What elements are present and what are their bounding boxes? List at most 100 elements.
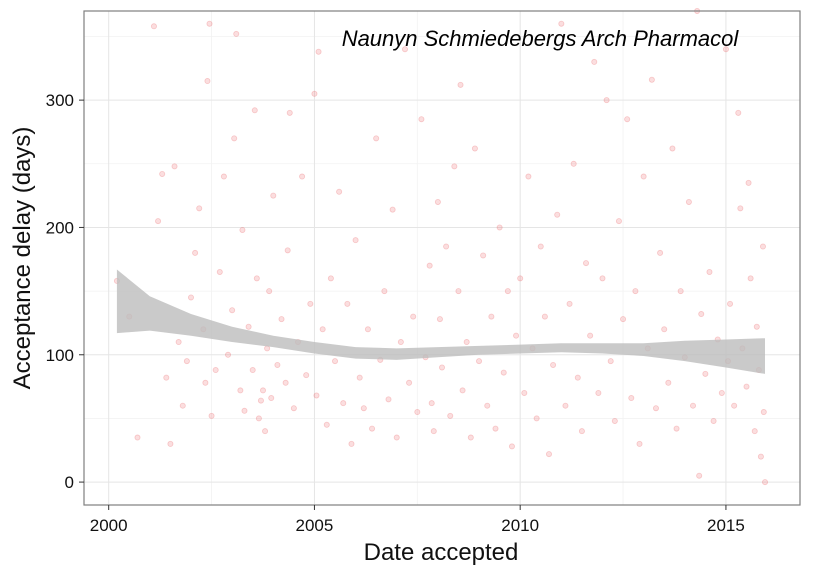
scatter-point [167, 440, 174, 447]
scatter-point [192, 249, 199, 256]
scatter-point [216, 269, 223, 276]
scatter-point [231, 135, 238, 142]
scatter-point [545, 451, 552, 458]
scatter-point [745, 179, 752, 186]
panel-border [83, 10, 801, 506]
scatter-point [418, 116, 425, 123]
y-tick-label: 100 [46, 346, 74, 365]
smooth-confidence-band [116, 269, 765, 374]
scatter-point [471, 145, 478, 152]
scatter-point [628, 395, 635, 402]
scatter-point [159, 170, 166, 177]
scatter-point [710, 417, 717, 424]
scatter-point [340, 400, 347, 407]
scatter-point [611, 417, 618, 424]
scatter-point [284, 247, 291, 254]
scatter-point [401, 46, 408, 53]
y-tick-label: 200 [46, 218, 74, 237]
scatter-point [175, 339, 182, 346]
scatter-point [673, 425, 680, 432]
scatter-point [632, 288, 639, 295]
scatter-point [517, 275, 524, 282]
scatter-point [640, 173, 647, 180]
scatter-point [290, 405, 297, 412]
scatter-point [336, 188, 343, 195]
scatter-point [455, 288, 462, 295]
scatter-point [566, 300, 573, 307]
scatter-point [459, 387, 466, 394]
scatter-point [352, 237, 359, 244]
scatter-point [212, 367, 219, 374]
scatter-point [208, 412, 215, 419]
x-axis: 2000 2005 2010 2015 [90, 505, 745, 535]
x-tick-label: 2005 [296, 516, 334, 535]
scatter-point [451, 163, 458, 170]
scatter-point [282, 379, 289, 386]
scatter-point [562, 402, 569, 409]
scatter-point [727, 300, 734, 307]
scatter-point [434, 198, 441, 205]
scatter-point [134, 434, 141, 441]
scatter-point [760, 409, 767, 416]
scatter-point [525, 173, 532, 180]
scatter-point [315, 48, 322, 55]
x-tick-label: 2010 [501, 516, 539, 535]
scatter-point [504, 288, 511, 295]
scatter-point [360, 405, 367, 412]
scatter-point [537, 243, 544, 250]
scatter-point [496, 224, 503, 231]
scatter-point [237, 387, 244, 394]
scatter-point [533, 415, 540, 422]
scatter-point [348, 440, 355, 447]
scatter-point [274, 361, 281, 368]
scatter-point [257, 397, 264, 404]
scatter-point [286, 109, 293, 116]
scatter-point [652, 405, 659, 412]
scatter-point [241, 407, 248, 414]
scatter-point [150, 23, 157, 30]
panel-background [84, 11, 800, 505]
x-tick-label: 2015 [707, 516, 745, 535]
scatter-point [737, 205, 744, 212]
scatter-point [457, 81, 464, 88]
scatter-point [397, 339, 404, 346]
scatter-point [696, 472, 703, 479]
smooth-band [116, 269, 765, 374]
scatter-point [759, 243, 766, 250]
scatter-point [595, 389, 602, 396]
scatter-point [428, 400, 435, 407]
scatter-point [233, 30, 240, 37]
scatter-point [702, 370, 709, 377]
scatter-point [698, 311, 705, 318]
scatter-point [747, 275, 754, 282]
scatter-point [603, 97, 610, 104]
scatter-point [762, 479, 769, 486]
scatter-point [364, 326, 371, 333]
scatter-point [220, 173, 227, 180]
scatter-point [196, 205, 203, 212]
scatter-point [251, 107, 258, 114]
scatter-point [299, 173, 306, 180]
scatter-point [615, 218, 622, 225]
scatter-point [443, 243, 450, 250]
scatter-point [426, 262, 433, 269]
scatter-point [270, 192, 277, 199]
scatter-point [313, 392, 320, 399]
scatter-point [753, 323, 760, 330]
scatter-point [255, 415, 262, 422]
scatter-point [381, 288, 388, 295]
scatter-point [488, 313, 495, 320]
scatter-point [155, 218, 162, 225]
scatter-point [225, 351, 232, 358]
scatter-point [690, 402, 697, 409]
scatter-point [685, 198, 692, 205]
annotation-journal: Naunyn Schmiedebergs Arch Pharmacol [342, 26, 740, 51]
scatter-point [163, 374, 170, 381]
y-axis-title: Acceptance delay (days) [9, 127, 36, 390]
scatter-point [607, 358, 614, 365]
scatter-point [239, 226, 246, 233]
scatter-point [393, 434, 400, 441]
scatter-point [735, 109, 742, 116]
scatter-point [262, 428, 269, 435]
scatter-point [657, 249, 664, 256]
